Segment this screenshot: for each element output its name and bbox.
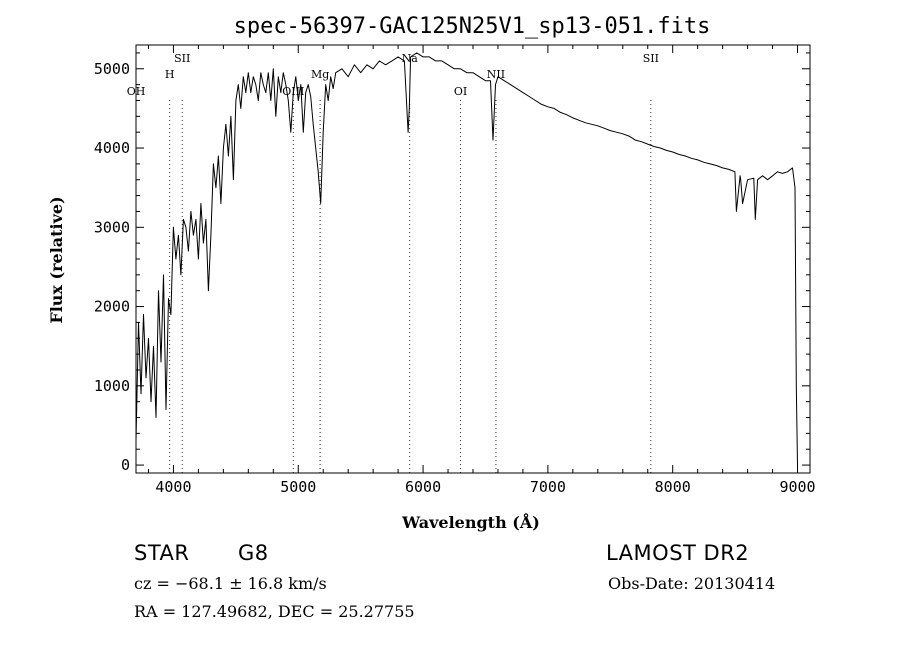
y-tick-label: 2000 — [94, 298, 130, 316]
series-line — [135, 52, 798, 466]
object-subclass: G8 — [238, 541, 269, 565]
series-group — [135, 52, 798, 466]
line-marker-label: Mg — [311, 68, 329, 81]
coordinates: RA = 127.49682, DEC = 25.27755 — [134, 602, 415, 621]
x-tick-label: 8000 — [655, 478, 691, 496]
y-tick-label: 3000 — [94, 218, 130, 236]
line-marker-label: SII — [174, 52, 190, 65]
line-marker-label: Na — [402, 52, 419, 65]
y-tick-label: 5000 — [94, 60, 130, 78]
y-tick-label: 4000 — [94, 139, 130, 157]
x-tick-label: 5000 — [280, 478, 316, 496]
survey-name: LAMOST DR2 — [606, 541, 750, 565]
redshift-cz: cz = −68.1 ± 16.8 km/s — [134, 574, 327, 593]
x-tick-label: 9000 — [779, 478, 815, 496]
plot-frame — [135, 44, 811, 474]
x-tick-label: 6000 — [405, 478, 441, 496]
x-axis-label: Wavelength (Å) — [401, 511, 540, 532]
chart-title: spec-56397-GAC125N25V1_sp13-051.fits — [234, 14, 711, 39]
x-tick-label: 4000 — [155, 478, 191, 496]
y-tick-label: 0 — [121, 456, 130, 474]
y-tick-label: 1000 — [94, 377, 130, 395]
axis-ticks: 4000 5000 6000 7000 8000 9000 0 1000 2000 3000 400… — [94, 45, 816, 496]
line-marker-label: SII — [643, 52, 659, 65]
x-tick-label: 7000 — [530, 478, 566, 496]
line-marker-label: H — [165, 68, 175, 81]
object-class: STAR — [134, 541, 190, 565]
observation-date: Obs-Date: 20130414 — [608, 574, 776, 593]
line-marker-label: OI — [454, 85, 467, 98]
y-axis-label: Flux (relative) — [47, 196, 66, 323]
